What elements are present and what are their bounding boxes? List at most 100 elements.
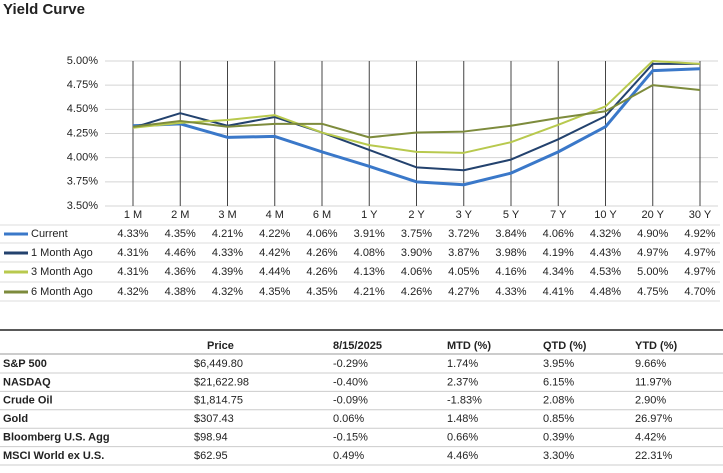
data-label: 4.26%	[401, 286, 432, 298]
cell: 11.97%	[635, 376, 672, 388]
data-label: 4.26%	[306, 266, 337, 278]
column-header: 8/15/2025	[333, 340, 382, 352]
row-label: Crude Oil	[3, 395, 53, 407]
cell: 0.39%	[543, 432, 574, 444]
data-label: 4.38%	[165, 286, 196, 298]
data-label: 4.53%	[590, 266, 621, 278]
x-tick-label: 2 Y	[408, 209, 425, 221]
data-label: 4.31%	[117, 247, 148, 259]
cell: 1.74%	[447, 358, 478, 370]
data-label: 3.87%	[448, 247, 479, 259]
data-label: 4.08%	[354, 247, 385, 259]
cell: $6,449.80	[194, 358, 243, 370]
cell: 2.08%	[543, 395, 574, 407]
data-label: 4.97%	[637, 247, 668, 259]
data-label: 3.91%	[354, 228, 385, 240]
data-label: 4.33%	[495, 286, 526, 298]
data-label: 4.21%	[354, 286, 385, 298]
data-label: 4.19%	[543, 247, 574, 259]
data-label: 3.90%	[401, 247, 432, 259]
data-label: 4.21%	[212, 228, 243, 240]
cell: 4.46%	[447, 450, 478, 462]
data-label: 4.32%	[590, 228, 621, 240]
row-label: MSCI World ex U.S.	[3, 450, 104, 462]
cell: 2.90%	[635, 395, 666, 407]
x-tick-label: 3 Y	[456, 209, 473, 221]
chart-title: Yield Curve	[3, 1, 85, 18]
data-label: 4.27%	[448, 286, 479, 298]
cell: 0.49%	[333, 450, 364, 462]
data-label: 4.06%	[543, 228, 574, 240]
data-label: 3.72%	[448, 228, 479, 240]
cell: -0.09%	[333, 395, 368, 407]
x-tick-label: 1 M	[124, 209, 142, 221]
data-label: 4.43%	[590, 247, 621, 259]
data-label: 4.44%	[259, 266, 290, 278]
data-label: 3.84%	[495, 228, 526, 240]
data-label: 4.42%	[259, 247, 290, 259]
y-tick-label: 4.25%	[67, 127, 98, 139]
legend-label: Current	[31, 228, 68, 240]
y-tick-label: 3.50%	[67, 200, 98, 212]
data-label: 4.75%	[637, 286, 668, 298]
cell: 2.37%	[447, 376, 478, 388]
cell: 3.95%	[543, 358, 574, 370]
cell: $62.95	[194, 450, 228, 462]
y-tick-label: 4.75%	[67, 79, 98, 91]
series-line	[132, 60, 701, 154]
x-tick-label: 3 M	[218, 209, 236, 221]
row-label: Gold	[3, 413, 28, 425]
data-label: 4.46%	[165, 247, 196, 259]
cell: 0.66%	[447, 432, 478, 444]
y-tick-label: 4.50%	[67, 103, 98, 115]
series-line	[132, 84, 701, 139]
data-label: 4.35%	[306, 286, 337, 298]
data-label: 4.26%	[306, 247, 337, 259]
y-tick-label: 5.00%	[67, 55, 98, 67]
x-tick-label: 20 Y	[642, 209, 665, 221]
column-header: MTD (%)	[447, 340, 491, 352]
cell: 26.97%	[635, 413, 673, 425]
data-label: 4.48%	[590, 286, 621, 298]
data-label: 4.35%	[165, 228, 196, 240]
cell: 3.30%	[543, 450, 574, 462]
data-label: 4.97%	[684, 247, 715, 259]
data-label: 4.90%	[637, 228, 668, 240]
cell: -0.29%	[333, 358, 368, 370]
data-label: 4.33%	[212, 247, 243, 259]
cell: 0.85%	[543, 413, 574, 425]
data-label: 4.31%	[117, 266, 148, 278]
legend-label: 1 Month Ago	[31, 247, 93, 259]
cell: 9.66%	[635, 358, 666, 370]
data-label: 4.34%	[543, 266, 574, 278]
series-line	[132, 67, 701, 187]
row-label: Bloomberg U.S. Agg	[3, 432, 110, 444]
data-label: 4.05%	[448, 266, 479, 278]
data-label: 3.75%	[401, 228, 432, 240]
x-tick-label: 4 M	[266, 209, 284, 221]
x-tick-label: 6 M	[313, 209, 331, 221]
data-label: 4.22%	[259, 228, 290, 240]
cell: $1,814.75	[194, 395, 243, 407]
column-header: Price	[207, 340, 234, 352]
data-label: 4.35%	[259, 286, 290, 298]
y-tick-label: 4.00%	[67, 152, 98, 164]
data-label: 4.39%	[212, 266, 243, 278]
cell: -0.40%	[333, 376, 368, 388]
data-label: 4.70%	[684, 286, 715, 298]
data-label: 5.00%	[637, 266, 668, 278]
x-tick-label: 1 Y	[361, 209, 378, 221]
cell: 22.31%	[635, 450, 673, 462]
data-label: 4.41%	[543, 286, 574, 298]
y-tick-label: 3.75%	[67, 176, 98, 188]
x-tick-label: 10 Y	[594, 209, 617, 221]
cell: $307.43	[194, 413, 234, 425]
data-label: 4.06%	[401, 266, 432, 278]
data-label: 3.98%	[495, 247, 526, 259]
data-label: 4.13%	[354, 266, 385, 278]
data-label: 4.92%	[684, 228, 715, 240]
data-label: 4.32%	[117, 286, 148, 298]
row-label: NASDAQ	[3, 376, 51, 388]
x-tick-label: 5 Y	[503, 209, 520, 221]
